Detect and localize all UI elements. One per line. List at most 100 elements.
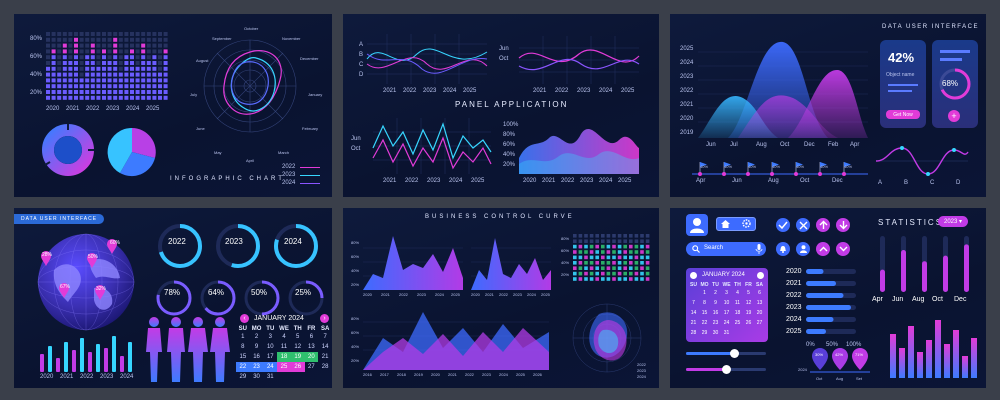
- calendar-day[interactable]: 3: [268, 334, 272, 340]
- calendar-day[interactable]: 30: [253, 374, 260, 380]
- calendar-day[interactable]: 14: [321, 344, 329, 350]
- calendar-day[interactable]: 21: [690, 320, 697, 326]
- calendar-day[interactable]: 23: [249, 362, 264, 372]
- calendar-day[interactable]: 29: [701, 330, 708, 336]
- dot-cell: [62, 32, 67, 36]
- gear-icon[interactable]: [742, 219, 751, 228]
- avatar[interactable]: [686, 214, 708, 236]
- calendar-day[interactable]: 20: [756, 310, 763, 316]
- calendar-day[interactable]: 4: [282, 334, 286, 340]
- calendar-day[interactable]: 24: [723, 320, 730, 326]
- calendar-day[interactable]: 13: [756, 300, 763, 306]
- calendar-day[interactable]: 31: [723, 330, 730, 336]
- calendar-day[interactable]: 12: [745, 300, 752, 306]
- calendar-day[interactable]: 26: [745, 320, 752, 326]
- dot-cell: [130, 37, 134, 42]
- calendar-day[interactable]: 9: [254, 344, 259, 350]
- calendar-day[interactable]: 7: [692, 300, 695, 306]
- calendar-day[interactable]: 15: [701, 310, 708, 316]
- calendar-prev-button[interactable]: ‹: [240, 314, 249, 323]
- calendar-day[interactable]: 2: [714, 290, 717, 296]
- calendar-prev-button[interactable]: [690, 272, 697, 279]
- calendar-day[interactable]: 29: [239, 374, 247, 380]
- slider-handle[interactable]: [722, 365, 731, 374]
- dot-cell: [135, 32, 140, 36]
- calendar-day[interactable]: 1: [241, 334, 245, 340]
- calendar-day[interactable]: [318, 372, 332, 382]
- calendar-day[interactable]: 7: [323, 334, 327, 340]
- calendar-day[interactable]: 25: [734, 320, 741, 326]
- calendar-day[interactable]: [688, 288, 699, 298]
- calendar-day[interactable]: 16: [712, 310, 719, 316]
- calendar-day[interactable]: 22: [701, 320, 708, 326]
- collapse-button[interactable]: [836, 242, 850, 256]
- calendar-day[interactable]: 11: [280, 344, 288, 350]
- calendar-day[interactable]: 28: [690, 330, 697, 336]
- calendar-day[interactable]: 10: [266, 344, 274, 350]
- legend-year: 2022: [282, 164, 296, 170]
- microphone-icon[interactable]: [755, 244, 763, 254]
- calendar-day[interactable]: 22: [236, 362, 250, 372]
- calendar-day[interactable]: 18: [277, 352, 291, 362]
- calendar-day[interactable]: [291, 372, 305, 382]
- calendar-day[interactable]: 17: [266, 354, 274, 360]
- calendar-day[interactable]: 5: [747, 290, 750, 296]
- dot-cell: [146, 37, 151, 42]
- calendar-day[interactable]: 16: [253, 354, 260, 360]
- dot-cell: [79, 32, 84, 36]
- progress-card[interactable]: 68% +: [932, 40, 978, 128]
- calendar-next-button[interactable]: [757, 272, 764, 279]
- calendar-day[interactable]: 12: [294, 344, 302, 350]
- calendar-day[interactable]: 21: [321, 354, 329, 360]
- calendar-day[interactable]: 8: [241, 344, 245, 350]
- calendar-day[interactable]: 4: [736, 290, 739, 296]
- get-now-button[interactable]: Get Now: [886, 110, 920, 119]
- calendar-day[interactable]: 3: [725, 290, 728, 296]
- calendar-day[interactable]: 27: [756, 320, 763, 326]
- calendar-day[interactable]: 13: [308, 344, 315, 350]
- dot-cell: [606, 239, 611, 243]
- calendar-day[interactable]: 18: [734, 310, 741, 316]
- calendar-day[interactable]: 5: [296, 334, 300, 340]
- calendar-day[interactable]: 11: [734, 300, 741, 306]
- calendar-day[interactable]: 30: [712, 330, 719, 336]
- bar: [908, 326, 914, 378]
- calendar-day[interactable]: [305, 372, 319, 382]
- calendar-day[interactable]: 14: [690, 310, 697, 316]
- calendar-day[interactable]: 6: [758, 290, 761, 296]
- calendar-day[interactable]: 27: [308, 364, 315, 370]
- calendar-day[interactable]: [277, 372, 291, 382]
- calendar-day[interactable]: 17: [723, 310, 730, 316]
- panel-title: BUSINESS CONTROL CURVE: [425, 214, 575, 220]
- calendar-day[interactable]: 8: [703, 300, 706, 306]
- calendar-day[interactable]: 1: [703, 290, 706, 296]
- slider-handle[interactable]: [730, 349, 739, 358]
- calendar-day[interactable]: 9: [714, 300, 717, 306]
- calendar-day[interactable]: 28: [321, 364, 329, 370]
- add-button[interactable]: +: [948, 110, 960, 122]
- calendar-next-button[interactable]: ›: [320, 314, 329, 323]
- calendar-day[interactable]: 31: [266, 374, 274, 380]
- calendar-day[interactable]: 24: [263, 362, 278, 372]
- expand-button[interactable]: [816, 242, 830, 256]
- calendar-day[interactable]: 26: [290, 362, 305, 372]
- check-button[interactable]: [776, 218, 790, 232]
- stat-card[interactable]: 42% Object name Get Now: [880, 40, 926, 128]
- year-select[interactable]: 2023 ▾: [938, 216, 968, 227]
- calendar-day[interactable]: 25: [277, 362, 291, 372]
- calendar-day[interactable]: [732, 328, 743, 338]
- calendar-day[interactable]: [754, 328, 765, 338]
- calendar-day[interactable]: 23: [712, 320, 719, 326]
- search-input[interactable]: Search: [704, 245, 724, 251]
- calendar-day[interactable]: 6: [309, 334, 314, 340]
- calendar-day[interactable]: 19: [745, 310, 752, 316]
- calendar-day[interactable]: 20: [304, 352, 319, 362]
- calendar-day[interactable]: 15: [239, 354, 247, 360]
- home-icon[interactable]: [721, 220, 730, 228]
- search-bar[interactable]: [686, 242, 766, 256]
- dot-cell: [584, 239, 588, 243]
- calendar-day[interactable]: 10: [723, 300, 730, 306]
- calendar-day[interactable]: 19: [290, 352, 305, 362]
- calendar-day[interactable]: [743, 328, 754, 338]
- calendar-day[interactable]: 2: [254, 334, 259, 340]
